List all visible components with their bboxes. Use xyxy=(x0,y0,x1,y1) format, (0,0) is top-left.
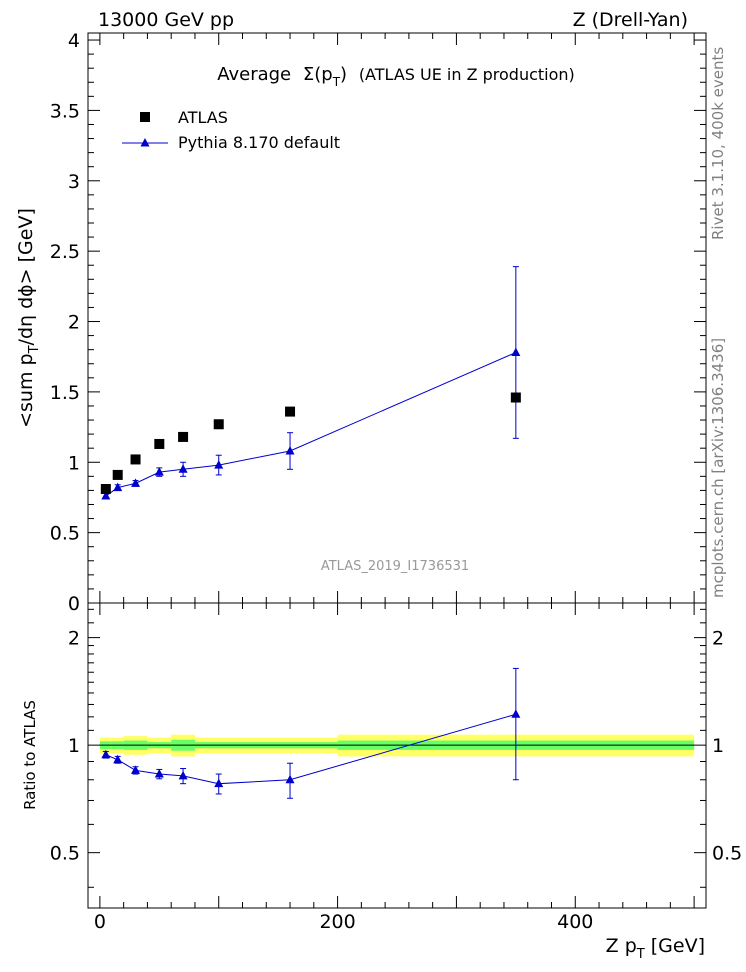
data-marker xyxy=(100,484,111,494)
ratio-y-tick-label-right: 0.5 xyxy=(712,843,742,865)
rivet-label: Rivet 3.1.10, 400k events xyxy=(709,47,727,240)
data-marker xyxy=(213,419,224,430)
y-tick-label: 2 xyxy=(68,312,80,334)
ratio-series xyxy=(101,667,521,799)
legend-mc-marker xyxy=(140,138,150,147)
ratio-marker xyxy=(113,754,123,764)
legend: ATLAS Pythia 8.170 default xyxy=(122,108,340,152)
legend-data-marker xyxy=(140,112,150,122)
legend-mc-label: Pythia 8.170 default xyxy=(178,133,340,152)
y-tick-label: 3 xyxy=(68,171,80,193)
legend-data-label: ATLAS xyxy=(178,108,228,127)
xlabel-part2: [GeV] xyxy=(651,935,705,957)
ratio-marker xyxy=(285,774,295,784)
ratio-uncertainty-band xyxy=(99,734,695,757)
ratio-y-tick-label-right: 2 xyxy=(712,628,724,650)
xlabel-sub: T xyxy=(636,947,645,962)
data-marker xyxy=(130,454,141,465)
ylabel-sub: T xyxy=(27,345,42,354)
y-axis-label-main: <sum pT/dη dϕ> [GeV] xyxy=(15,208,42,428)
data-marker xyxy=(112,469,123,480)
data-marker xyxy=(285,406,296,417)
x-tick-label: 200 xyxy=(319,911,355,933)
title-symbol-sub: T xyxy=(332,75,341,89)
ratio-marker xyxy=(131,765,141,774)
ylabel-part2: /dη dϕ> [GeV] xyxy=(15,208,37,345)
y-tick-label: 4 xyxy=(68,30,80,52)
x-tick-label: 0 xyxy=(94,911,106,933)
ratio-y-tick-label: 1 xyxy=(68,735,80,757)
x-tick-label: 400 xyxy=(557,911,593,933)
mc-marker xyxy=(131,478,141,487)
ratio-panel-frame xyxy=(87,602,707,909)
x-axis-label: Z pT [GeV] xyxy=(606,935,705,962)
ratio-marker xyxy=(178,770,188,780)
ratio-marker xyxy=(101,749,111,759)
header-right: Z (Drell-Yan) xyxy=(573,9,688,31)
title-symbol-close: ) xyxy=(340,64,347,85)
axis-ticks: 0 0.5 1 1.5 2 2.5 3 3.5 4 0 200 400 0.5 0.5 1 1 2 2 xyxy=(50,30,742,933)
ratio-y-tick-label-right: 1 xyxy=(712,735,724,757)
mc-marker xyxy=(511,347,521,356)
data-marker xyxy=(154,438,165,449)
ratio-y-tick-label: 2 xyxy=(68,628,80,650)
title-suffix: (ATLAS UE in Z production) xyxy=(359,65,575,84)
y-tick-label: 3.5 xyxy=(50,100,80,122)
y-tick-label: 0.5 xyxy=(50,523,80,545)
xlabel-part1: Z p xyxy=(606,935,637,957)
mc-marker xyxy=(113,482,123,492)
mc-marker xyxy=(214,460,224,469)
mc-line xyxy=(105,352,517,497)
mc-marker xyxy=(178,464,188,473)
main-series xyxy=(100,266,521,500)
y-tick-label: 1 xyxy=(68,452,80,474)
header-left: 13000 GeV pp xyxy=(98,9,234,31)
ratio-marker xyxy=(154,769,164,778)
y-axis-label-ratio: Ratio to ATLAS xyxy=(21,700,39,810)
data-marker xyxy=(178,431,189,442)
ylabel-part1: <sum p xyxy=(15,353,37,427)
y-tick-label: 1.5 xyxy=(50,382,80,404)
y-tick-label: 2.5 xyxy=(50,241,80,263)
ratio-marker xyxy=(511,709,521,718)
title-symbol: Σ(p xyxy=(303,64,333,85)
analysis-watermark: ATLAS_2019_I1736531 xyxy=(321,559,469,574)
data-marker xyxy=(510,392,521,403)
ratio-marker xyxy=(214,778,224,788)
y-tick-label: 0 xyxy=(68,593,80,615)
ratio-y-tick-label: 0.5 xyxy=(50,843,80,865)
mcplots-label: mcplots.cern.ch [arXiv:1306.3436] xyxy=(709,338,727,598)
mc-marker xyxy=(285,446,295,455)
title-prefix: Average xyxy=(217,64,291,85)
plot-title: Average Σ(pT) (ATLAS UE in Z production) xyxy=(217,64,575,89)
mc-marker xyxy=(154,467,164,476)
mc-marker xyxy=(101,491,111,500)
